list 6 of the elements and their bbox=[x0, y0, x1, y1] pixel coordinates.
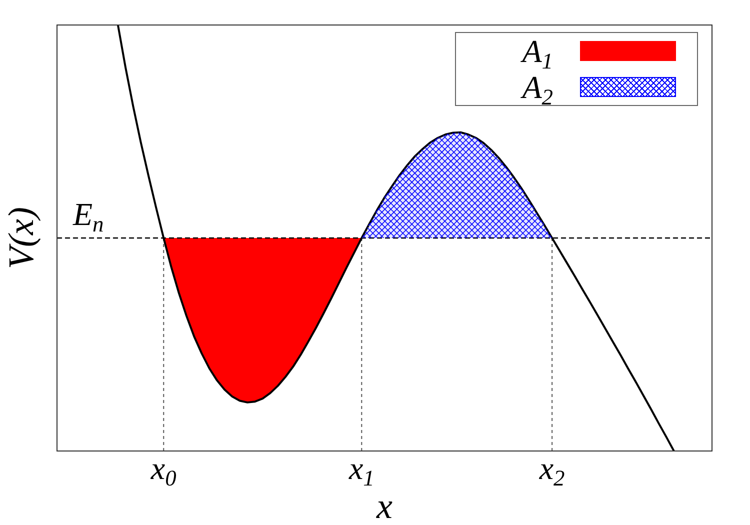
y-axis-title: V(x) bbox=[1, 207, 41, 269]
x-axis-title: x bbox=[376, 486, 392, 525]
ref-line-label: E$_{n}$ bbox=[73, 196, 104, 237]
x-tick-label: x$_{0}$ bbox=[150, 450, 176, 491]
x-tick-label: x$_{2}$ bbox=[539, 450, 565, 491]
x-tick-label: x$_{1}$ bbox=[348, 450, 374, 491]
